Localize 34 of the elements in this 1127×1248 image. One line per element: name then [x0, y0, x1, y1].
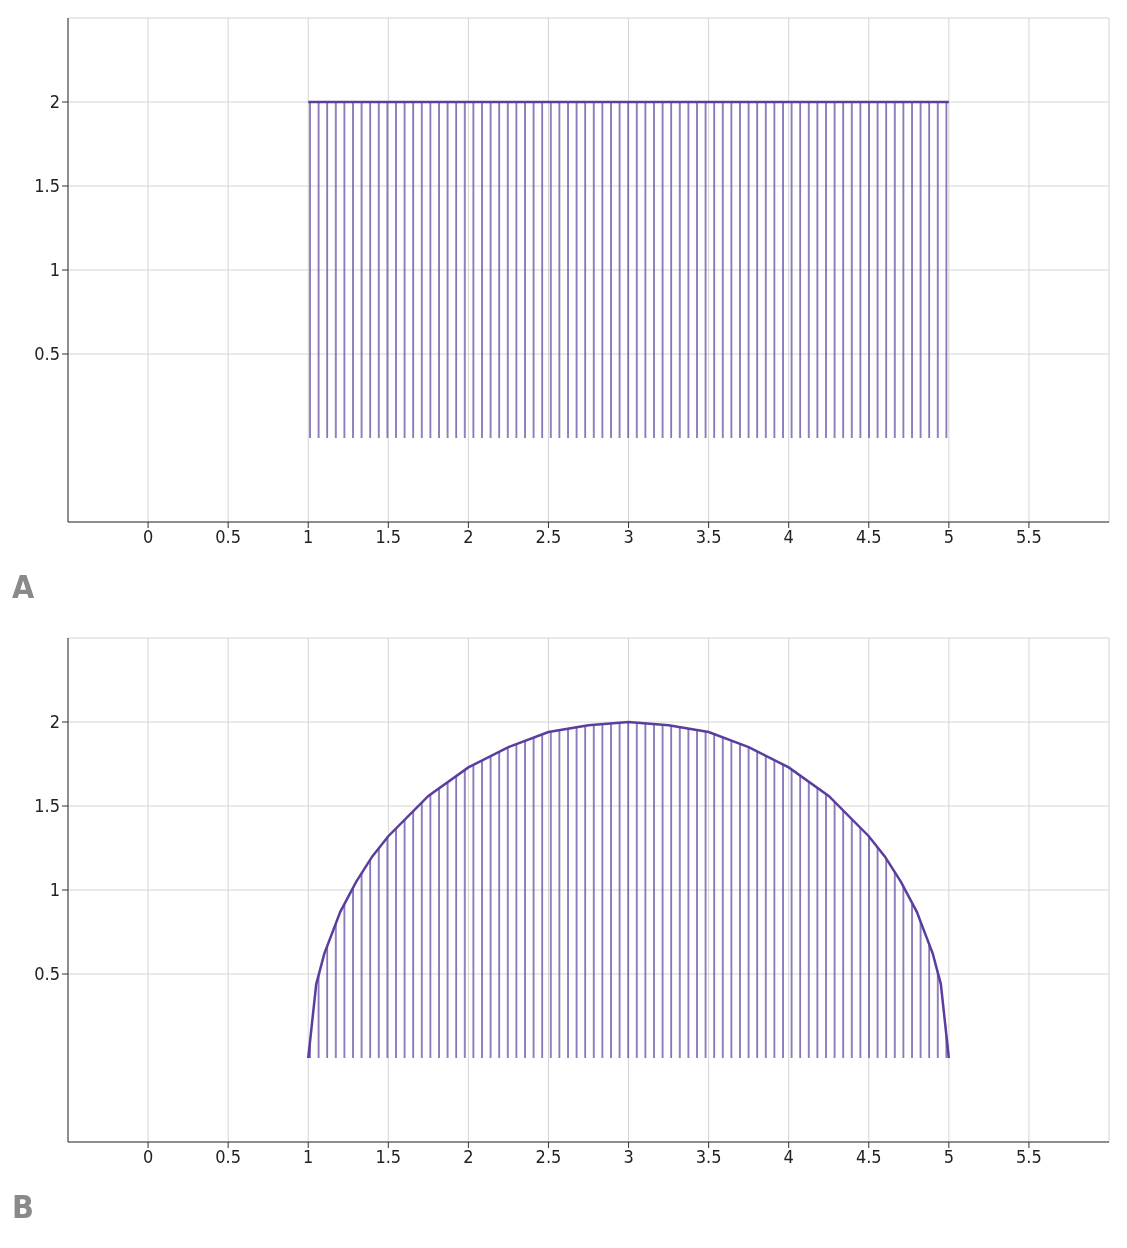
x-tick-label: 2.5	[535, 525, 562, 547]
y-tick-label: 1.5	[34, 795, 60, 817]
x-tick-label: 4	[783, 1145, 794, 1167]
y-tick-label: 1	[49, 879, 60, 901]
x-tick-label: 2	[463, 1145, 474, 1167]
x-tick-label: 5	[943, 1145, 954, 1167]
x-tick-label: 1	[303, 1145, 314, 1167]
y-tick-label: 2	[49, 91, 60, 113]
x-tick-label: 2	[463, 525, 474, 547]
x-tick-label: 5.5	[1016, 1145, 1042, 1167]
y-tick-label: 0.5	[34, 963, 60, 985]
x-tick-label: 4.5	[855, 525, 882, 547]
x-tick-label: 3.5	[695, 525, 722, 547]
y-tick-label: 1.5	[34, 175, 60, 197]
x-tick-label: 2.5	[535, 1145, 562, 1167]
x-tick-label: 0.5	[215, 1145, 242, 1167]
y-tick-label: 1	[49, 259, 60, 281]
x-tick-label: 0	[142, 525, 154, 547]
x-tick-label: 5.5	[1016, 525, 1042, 547]
x-tick-label: 1.5	[375, 1145, 402, 1167]
x-tick-label: 1	[303, 525, 314, 547]
x-tick-label: 4	[783, 525, 794, 547]
x-tick-label: 1.5	[375, 525, 402, 547]
y-tick-label: 0.5	[34, 343, 60, 365]
x-tick-label: 0.5	[215, 525, 242, 547]
x-tick-label: 3.5	[695, 1145, 722, 1167]
y-tick-label: 2	[49, 711, 60, 733]
x-tick-label: 3	[623, 1145, 634, 1167]
text: A	[12, 568, 36, 606]
x-tick-label: 0	[142, 1145, 154, 1167]
text: B	[12, 1188, 35, 1226]
x-tick-label: 5	[943, 525, 954, 547]
x-tick-label: 4.5	[855, 1145, 882, 1167]
x-tick-label: 3	[623, 525, 634, 547]
